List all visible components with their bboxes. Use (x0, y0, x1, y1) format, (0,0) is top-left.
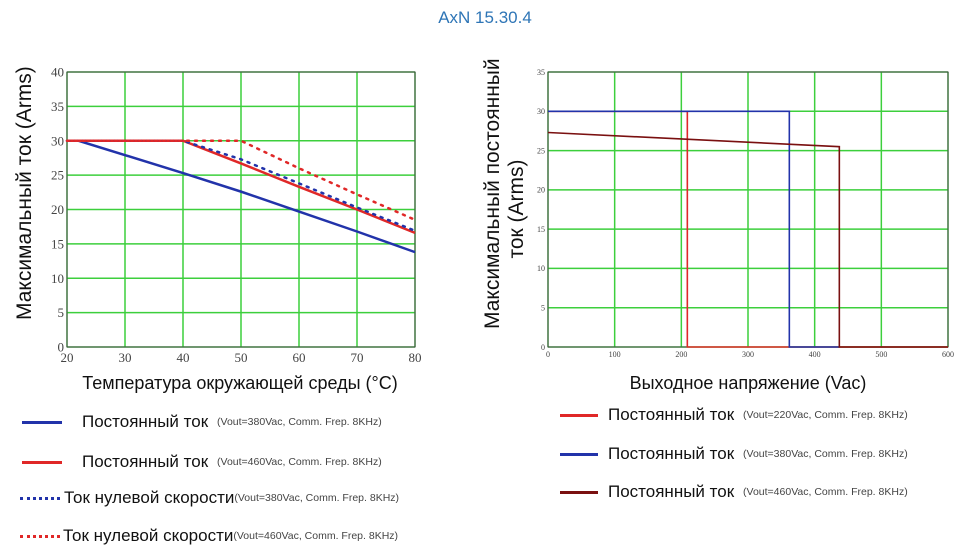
y-tick-label: 35 (51, 99, 64, 114)
legend-note: (Vout=380Vac, Comm. Frep. 8KHz) (217, 416, 382, 428)
y-tick-label: 20 (537, 186, 545, 195)
x-tick-label: 600 (942, 350, 954, 359)
y-tick-label: 10 (51, 271, 64, 286)
legend-note: (Vout=460Vac, Comm. Frep. 8KHz) (217, 456, 382, 468)
legend-label: Постоянный ток (608, 405, 735, 424)
legend-item: Постоянный ток (Vout=460Vac, Comm. Frep.… (560, 482, 908, 502)
legend-swatch-blue-dotted (20, 496, 60, 500)
legend-item: Постоянный ток (Vout=220Vac, Comm. Frep.… (560, 405, 908, 425)
legend-item: Ток нулевой скорости (Vout=380Vac, Comm.… (20, 488, 399, 508)
legend-item: Постоянный ток (Vout=380Vac, Comm. Frep.… (22, 412, 382, 432)
x-tick-label: 300 (742, 350, 754, 359)
x-tick-label: 60 (293, 350, 306, 365)
legend-note: (Vout=380Vac, Comm. Frep. 8KHz) (234, 492, 400, 504)
legend-label: Постоянный ток (608, 444, 735, 463)
right-x-axis-label: Выходное напряжение (Vac) (629, 373, 867, 393)
legend-item: Постоянный ток (Vout=460Vac, Comm. Frep.… (22, 452, 382, 472)
x-tick-label: 70 (351, 350, 364, 365)
x-tick-label: 0 (546, 350, 550, 359)
y-tick-label: 5 (58, 305, 65, 320)
legend-note: (Vout=460Vac, Comm. Frep. 8KHz) (743, 486, 908, 498)
series-line-3 (65, 139, 417, 222)
x-tick-label: 400 (809, 350, 821, 359)
y-tick-label: 25 (51, 168, 64, 183)
legend-swatch-red-solid (22, 460, 62, 464)
legend-item: Ток нулевой скорости (Vout=460Vac, Comm.… (20, 526, 398, 546)
left-y-axis-label: Максимальный ток (Arms) (13, 66, 36, 320)
page-title: AxN 15.30.4 (438, 8, 532, 27)
legend-swatch-blue (560, 452, 598, 456)
voltage-chart: 0 100 200 300 400 500 600 0 5 10 15 20 25 30 35 (537, 68, 954, 359)
legend-note: (Vout=460Vac, Comm. Frep. 8KHz) (233, 530, 399, 542)
legend-label: Постоянный ток (608, 482, 735, 501)
right-y-axis-label: Максимальный постоянный ток (Arms) (481, 58, 529, 329)
x-tick-label: 80 (409, 350, 422, 365)
legend-item: Постоянный ток (Vout=380Vac, Comm. Frep.… (560, 444, 908, 464)
legend-swatch-red-dotted (20, 534, 60, 538)
legend-note: (Vout=220Vac, Comm. Frep. 8KHz) (743, 409, 908, 421)
legend-label: Ток нулевой скорости (64, 488, 235, 507)
y-tick-label: 25 (537, 146, 545, 155)
legend-swatch-dark-red (560, 490, 598, 494)
x-tick-label: 200 (675, 350, 687, 359)
x-tick-label: 50 (235, 350, 248, 365)
y-tick-label: 10 (537, 264, 545, 273)
y-tick-label: 40 (51, 65, 64, 80)
y-tick-label: 0 (541, 343, 545, 352)
y-tick-label: 20 (51, 202, 64, 217)
legend-swatch-red (560, 413, 598, 417)
y-tick-label: 35 (537, 68, 545, 77)
series-line-1 (548, 110, 840, 348)
y-tick-label: 0 (58, 340, 65, 355)
legend-label: Постоянный ток (82, 452, 209, 471)
plot-frame (66, 71, 416, 348)
x-tick-label: 20 (61, 350, 74, 365)
legend-note: (Vout=380Vac, Comm. Frep. 8KHz) (743, 448, 908, 460)
y-tick-label: 15 (51, 236, 64, 251)
y-tick-label: 5 (541, 304, 545, 313)
x-tick-label: 100 (609, 350, 621, 359)
legend-label: Ток нулевой скорости (63, 526, 234, 545)
left-x-axis-label: Температура окружающей среды (°C) (82, 373, 398, 393)
temperature-chart: 20 30 40 50 60 70 80 0 5 10 15 20 25 30 35 40 (51, 65, 422, 365)
legend-label: Постоянный ток (82, 412, 209, 431)
y-tick-label: 15 (537, 225, 545, 234)
x-tick-label: 500 (875, 350, 887, 359)
x-tick-label: 40 (177, 350, 190, 365)
y-tick-label: 30 (537, 107, 545, 116)
legend-swatch-blue-solid (22, 420, 62, 424)
right-y-axis-label-line1: Максимальный постоянный (481, 58, 504, 329)
series-line-2 (547, 131, 948, 348)
y-tick-label: 30 (51, 133, 64, 148)
x-tick-label: 30 (119, 350, 132, 365)
right-y-axis-label-line2: ток (Arms) (505, 159, 528, 259)
